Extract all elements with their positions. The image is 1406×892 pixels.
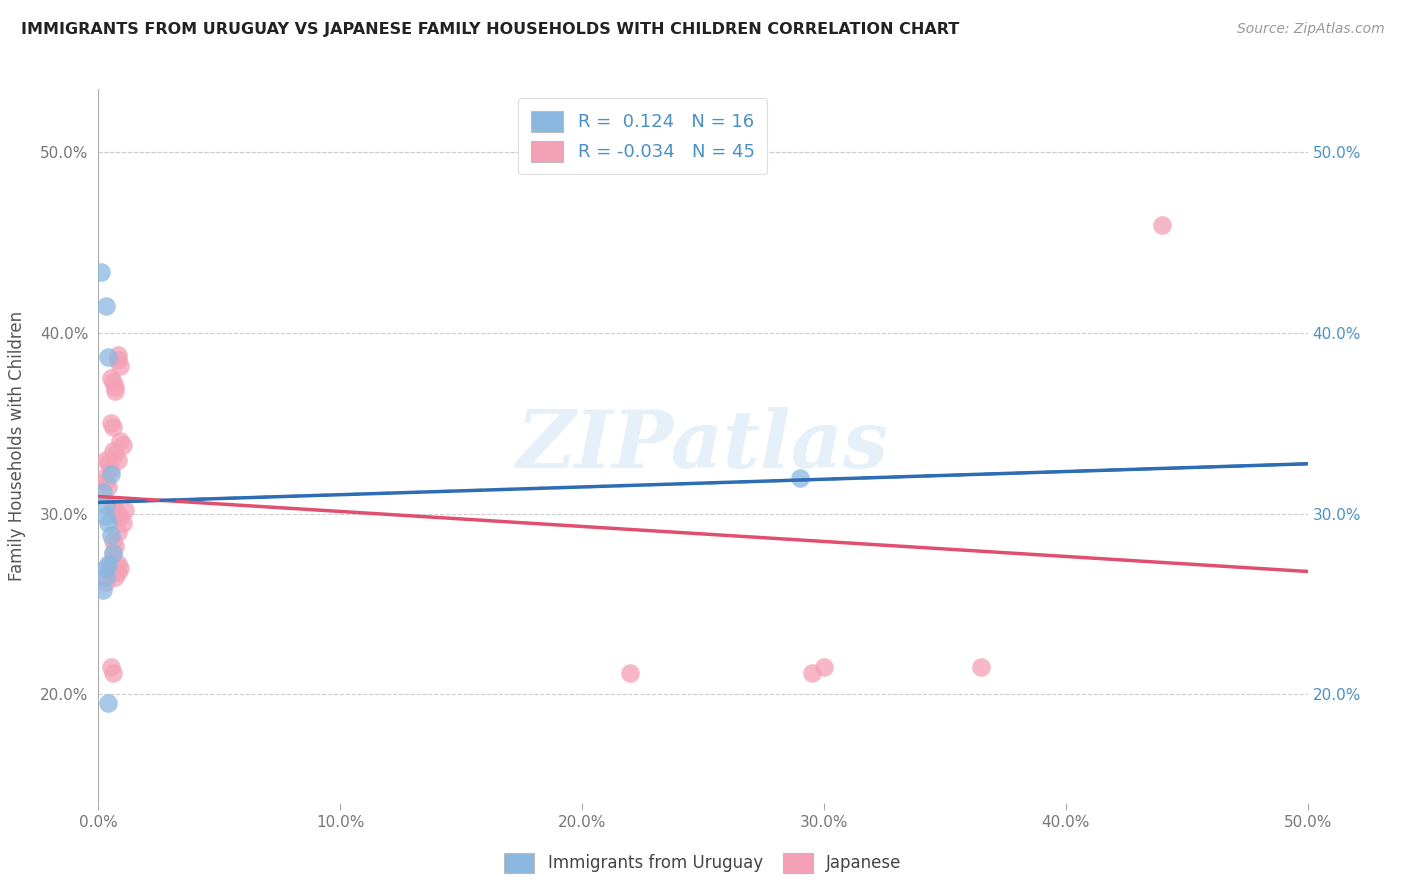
Point: [1152, 218, 1174, 232]
Point: [107, 565, 129, 579]
Point: [104, 384, 127, 398]
Point: [111, 438, 134, 452]
Point: [108, 510, 131, 524]
Point: [101, 498, 124, 512]
Point: [800, 665, 823, 680]
Point: [100, 660, 122, 674]
Point: [91, 485, 114, 500]
Point: [107, 452, 129, 467]
Point: [100, 467, 122, 481]
Point: [94, 299, 117, 313]
Text: Source: ZipAtlas.com: Source: ZipAtlas.com: [1237, 22, 1385, 37]
Point: [94, 561, 117, 575]
Legend: R =  0.124   N = 16, R = -0.034   N = 45: R = 0.124 N = 16, R = -0.034 N = 45: [517, 98, 768, 174]
Point: [104, 570, 127, 584]
Legend: Immigrants from Uruguay, Japanese: Immigrants from Uruguay, Japanese: [498, 847, 908, 880]
Point: [97, 516, 120, 530]
Point: [97, 350, 120, 364]
Point: [94, 575, 117, 590]
Point: [104, 380, 127, 394]
Point: [100, 417, 122, 431]
Point: [107, 524, 129, 539]
Point: [114, 503, 136, 517]
Text: ZIPatlas: ZIPatlas: [517, 408, 889, 484]
Point: [94, 570, 117, 584]
Point: [97, 558, 120, 572]
Point: [100, 565, 122, 579]
Point: [101, 547, 124, 561]
Point: [100, 556, 122, 570]
Point: [107, 507, 129, 521]
Point: [104, 503, 127, 517]
Point: [97, 456, 120, 470]
Point: [97, 697, 120, 711]
Point: [789, 470, 811, 484]
Point: [101, 547, 124, 561]
Point: [97, 565, 120, 579]
Point: [104, 447, 127, 461]
Point: [101, 443, 124, 458]
Point: [101, 375, 124, 389]
Point: [94, 498, 117, 512]
Point: [813, 660, 835, 674]
Point: [101, 420, 124, 434]
Point: [94, 452, 117, 467]
Point: [100, 461, 122, 475]
Point: [91, 582, 114, 597]
Point: [108, 359, 131, 373]
Point: [100, 528, 122, 542]
Text: IMMIGRANTS FROM URUGUAY VS JAPANESE FAMILY HOUSEHOLDS WITH CHILDREN CORRELATION : IMMIGRANTS FROM URUGUAY VS JAPANESE FAMI…: [21, 22, 959, 37]
Point: [107, 353, 129, 368]
Point: [100, 371, 122, 385]
Point: [94, 508, 117, 523]
Point: [94, 474, 117, 488]
Y-axis label: Family Households with Children: Family Households with Children: [8, 311, 27, 581]
Point: [108, 561, 131, 575]
Point: [90, 265, 112, 279]
Point: [970, 660, 993, 674]
Point: [101, 533, 124, 548]
Point: [111, 516, 134, 530]
Point: [619, 665, 641, 680]
Point: [101, 665, 124, 680]
Point: [91, 470, 114, 484]
Point: [107, 348, 129, 362]
Point: [104, 539, 127, 553]
Point: [107, 558, 129, 572]
Point: [108, 434, 131, 449]
Point: [97, 480, 120, 494]
